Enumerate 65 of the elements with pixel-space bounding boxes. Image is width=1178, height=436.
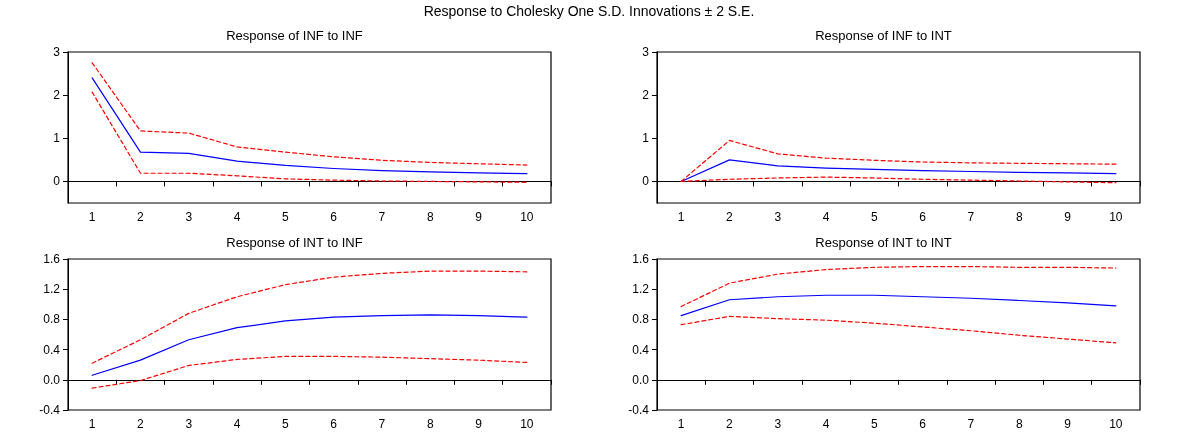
y-tick-label: -0.4 [628, 403, 650, 417]
x-tick-label: 4 [233, 210, 241, 224]
text: Response to Cholesky One S.D. Innovations ± 2 S.E. [422, 2, 756, 21]
x-tick-label: 3 [774, 210, 782, 224]
x-tick-label: 2 [726, 417, 734, 431]
x-tick-label: 9 [1064, 210, 1072, 224]
y-tick-label: 1.2 [43, 282, 61, 297]
y-tick-label: 0.0 [43, 372, 61, 387]
x-tick-label: 3 [185, 417, 193, 431]
y-tick-label: 2 [642, 88, 650, 103]
chart-title: Response of INF to INT [815, 28, 952, 43]
x-tick-label: 10 [1109, 417, 1123, 431]
x-tick-label: 7 [967, 417, 975, 431]
x-tick-label: 8 [426, 417, 434, 431]
y-tick-label: 0.8 [43, 312, 61, 327]
x-tick-label: 7 [378, 210, 386, 224]
x-tick-label: 2 [137, 210, 145, 224]
y-tick-label: 0.4 [632, 342, 650, 357]
x-tick-label: 8 [1015, 417, 1023, 431]
y-tick-label: 1 [53, 131, 61, 146]
chart-title: Response of INT to INF [226, 235, 363, 250]
x-tick-label: 5 [871, 417, 879, 431]
x-tick-label: 5 [282, 417, 290, 431]
y-tick-label: 2 [53, 88, 61, 103]
x-tick-label: 7 [967, 210, 975, 224]
y-tick-label: 0.8 [632, 312, 650, 327]
y-tick-label: 1.2 [632, 282, 650, 297]
x-tick-label: 9 [475, 210, 483, 224]
x-tick-label: 6 [330, 210, 338, 224]
x-tick-label: 6 [330, 417, 338, 431]
y-tick-label: 1.6 [43, 252, 61, 266]
y-tick-label: -0.4 [39, 403, 61, 417]
x-tick-label: 6 [919, 210, 927, 224]
y-tick-label: 1 [642, 131, 650, 146]
x-tick-label: 5 [282, 210, 290, 224]
x-tick-label: 10 [1109, 210, 1123, 224]
y-tick-label: 0 [642, 174, 650, 189]
x-tick-label: 9 [1064, 417, 1072, 431]
chart-title: Response of INT to INT [815, 235, 952, 250]
x-tick-label: 5 [871, 210, 879, 224]
x-tick-label: 1 [677, 417, 685, 431]
x-tick-label: 10 [520, 417, 534, 431]
x-tick-label: 8 [426, 210, 434, 224]
x-tick-label: 3 [185, 210, 193, 224]
x-tick-label: 4 [822, 210, 830, 224]
x-tick-label: 7 [378, 417, 386, 431]
y-tick-label: 1.6 [632, 252, 650, 266]
x-tick-label: 6 [919, 417, 927, 431]
x-tick-label: 1 [88, 417, 96, 431]
x-tick-label: 1 [88, 210, 96, 224]
x-tick-label: 9 [475, 417, 483, 431]
x-tick-label: 3 [774, 417, 782, 431]
y-tick-label: 0 [53, 174, 61, 189]
x-tick-label: 4 [822, 417, 830, 431]
y-tick-label: 3 [53, 45, 61, 59]
x-tick-label: 2 [137, 417, 145, 431]
y-tick-label: 3 [642, 45, 650, 59]
chart-title: Response of INF to INF [226, 28, 363, 43]
x-tick-label: 10 [520, 210, 534, 224]
x-tick-label: 4 [233, 417, 241, 431]
x-tick-label: 8 [1015, 210, 1023, 224]
y-tick-label: 0.0 [632, 372, 650, 387]
x-tick-label: 2 [726, 210, 734, 224]
y-tick-label: 0.4 [43, 342, 61, 357]
x-tick-label: 1 [677, 210, 685, 224]
